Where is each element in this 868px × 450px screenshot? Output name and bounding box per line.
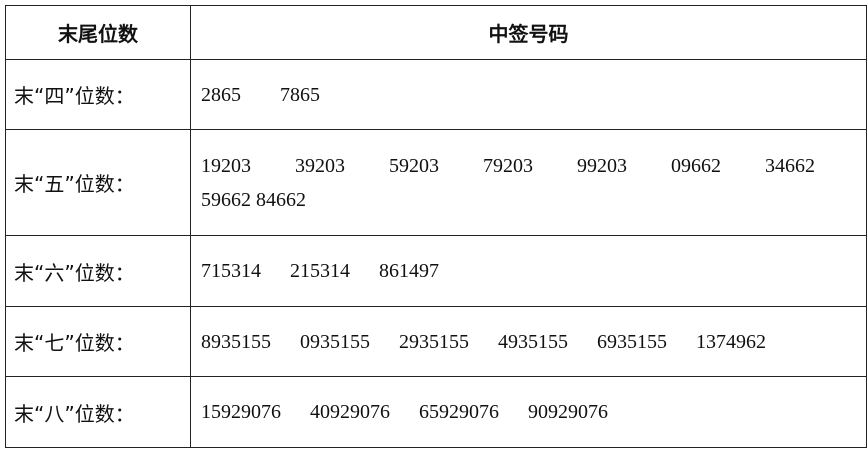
winning-numbers-cell: 19203 39203 59203 79203 99203 09662 3466… bbox=[190, 129, 867, 236]
winning-number: 2935155 bbox=[399, 330, 469, 353]
winning-number: 15929076 bbox=[201, 401, 281, 423]
winning-number: 84662 bbox=[256, 188, 306, 211]
table-row: 末“八”位数： 15929076 40929076 65929076 909290… bbox=[5, 376, 867, 448]
table-row: 末“六”位数： 715314 215314 861497 bbox=[5, 235, 867, 307]
winning-number: 39203 bbox=[295, 154, 345, 177]
winning-number: 8935155 bbox=[201, 330, 271, 353]
winning-numbers-cell: 15929076 40929076 65929076 90929076 bbox=[190, 376, 867, 448]
winning-number: 34662 bbox=[765, 154, 815, 177]
header-digits: 末尾位数 bbox=[5, 5, 191, 60]
winning-number: 6935155 bbox=[597, 330, 667, 353]
winning-number: 59662 bbox=[201, 188, 251, 211]
digit-count-label: 末“六”位数： bbox=[5, 235, 191, 307]
winning-number: 1374962 bbox=[696, 330, 766, 353]
winning-number: 65929076 bbox=[419, 401, 499, 423]
winning-numbers-cell: 2865 7865 bbox=[190, 59, 867, 130]
winning-number: 2865 bbox=[201, 83, 241, 106]
table-row: 末“五”位数： 19203 39203 59203 79203 99203 096… bbox=[5, 129, 867, 236]
winning-number: 99203 bbox=[577, 154, 627, 177]
winning-number: 59203 bbox=[389, 154, 439, 177]
winning-number: 79203 bbox=[483, 154, 533, 177]
winning-numbers-cell: 715314 215314 861497 bbox=[190, 235, 867, 307]
header-numbers: 中签号码 bbox=[190, 5, 867, 60]
table-row: 末“四”位数： 2865 7865 bbox=[5, 59, 867, 130]
digit-count-label: 末“四”位数： bbox=[5, 59, 191, 130]
winning-number: 715314 bbox=[201, 260, 261, 282]
winning-number: 215314 bbox=[290, 260, 350, 282]
winning-number: 4935155 bbox=[498, 330, 568, 353]
winning-number: 0935155 bbox=[300, 330, 370, 353]
winning-number: 861497 bbox=[379, 260, 439, 282]
winning-number: 7865 bbox=[280, 83, 320, 106]
digit-count-label: 末“五”位数： bbox=[5, 129, 191, 236]
winning-numbers-cell: 8935155 0935155 2935155 4935155 6935155 … bbox=[190, 306, 867, 377]
table-row: 末“七”位数： 8935155 0935155 2935155 4935155 6… bbox=[5, 306, 867, 377]
winning-numbers-table: 末尾位数 中签号码 末“四”位数： 2865 7865 末“五”位数： 19203 … bbox=[5, 5, 867, 448]
winning-number: 19203 bbox=[201, 154, 251, 177]
winning-number: 09662 bbox=[671, 154, 721, 177]
header-row: 末尾位数 中签号码 bbox=[5, 5, 867, 60]
winning-number: 90929076 bbox=[528, 401, 608, 423]
digit-count-label: 末“八”位数： bbox=[5, 376, 191, 448]
winning-number: 40929076 bbox=[310, 401, 390, 423]
digit-count-label: 末“七”位数： bbox=[5, 306, 191, 377]
